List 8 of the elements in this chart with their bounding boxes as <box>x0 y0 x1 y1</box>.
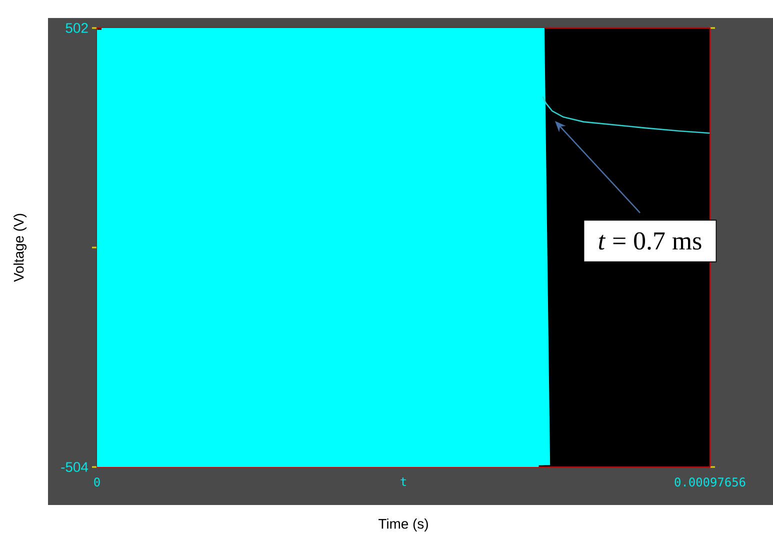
x-tick-label: 0.00097656 <box>674 478 746 487</box>
y-axis-title: Voltage (V) <box>13 214 26 282</box>
y-tick-label: -504 <box>61 462 88 472</box>
x-axis-title: Time (s) <box>378 518 428 532</box>
y-tick-label: 502 <box>66 23 88 33</box>
x-tick-label: t <box>400 478 406 486</box>
annotation: t = 0.7 ms <box>598 232 702 250</box>
x-tick-label: 0 <box>94 478 100 487</box>
